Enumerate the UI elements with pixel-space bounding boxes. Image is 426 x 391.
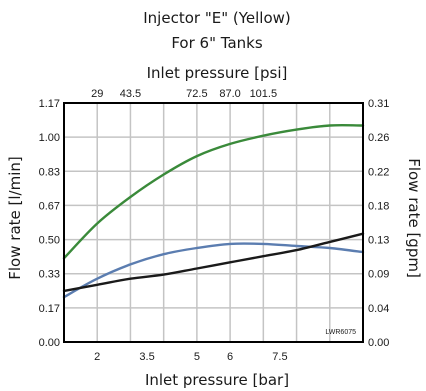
left-y-tick-label: 1.17 bbox=[39, 98, 60, 110]
right-y-tick-label: 0.13 bbox=[368, 235, 389, 247]
left-axis-title: Flow rate [l/min] bbox=[6, 156, 24, 279]
right-y-tick-label: 0.09 bbox=[368, 269, 389, 281]
top-x-tick-label: 72.5 bbox=[186, 88, 207, 100]
right-y-tick-label: 0.31 bbox=[368, 98, 389, 110]
left-y-axis: 0.00 0.17 0.33 0.50 0.67 0.83 1.00 1.17 bbox=[39, 98, 60, 349]
top-x-tick-label: 87.0 bbox=[219, 88, 240, 100]
x-tick-label: 7.5 bbox=[272, 351, 287, 363]
right-y-axis: 0.00 0.04 0.09 0.13 0.18 0.22 0.26 0.31 bbox=[368, 98, 389, 349]
left-y-tick-label: 1.00 bbox=[39, 132, 60, 144]
x-tick-label: 3.5 bbox=[139, 351, 154, 363]
left-y-tick-label: 0.67 bbox=[39, 200, 60, 212]
right-y-tick-label: 0.26 bbox=[368, 132, 389, 144]
right-y-tick-label: 0.18 bbox=[368, 200, 389, 212]
right-y-tick-label: 0.04 bbox=[368, 303, 389, 315]
chart-title-line2: For 6" Tanks bbox=[171, 34, 262, 52]
right-y-tick-label: 0.00 bbox=[368, 337, 389, 349]
plot-frame bbox=[63, 102, 364, 343]
grid bbox=[63, 102, 364, 343]
series-layer bbox=[62, 123, 365, 299]
left-y-tick-label: 0.83 bbox=[39, 166, 60, 178]
top-x-tick-label: 43.5 bbox=[120, 88, 141, 100]
series-line-black bbox=[62, 232, 365, 293]
left-y-tick-label: 0.17 bbox=[39, 303, 60, 315]
x-tick-label: 6 bbox=[227, 351, 233, 363]
top-x-axis: 29 43.5 72.5 87.0 101.5 bbox=[91, 88, 277, 100]
left-y-tick-label: 0.00 bbox=[39, 337, 60, 349]
bottom-x-axis: 2 3.5 5 6 7.5 bbox=[94, 351, 287, 363]
left-y-tick-label: 0.33 bbox=[39, 269, 60, 281]
x-tick-label: 2 bbox=[94, 351, 100, 363]
right-y-tick-label: 0.22 bbox=[368, 166, 389, 178]
left-y-tick-label: 0.50 bbox=[39, 235, 60, 247]
bottom-axis-title: Inlet pressure [bar] bbox=[145, 371, 289, 389]
chart-title-line1: Injector "E" (Yellow) bbox=[143, 9, 291, 27]
top-x-tick-label: 101.5 bbox=[250, 88, 278, 100]
top-x-tick-label: 29 bbox=[91, 88, 103, 100]
figure-code: LWR6075 bbox=[325, 329, 356, 336]
series-line-green bbox=[62, 123, 365, 260]
series-line-blue bbox=[62, 242, 365, 299]
x-tick-label: 5 bbox=[194, 351, 200, 363]
top-axis-title: Inlet pressure [psi] bbox=[147, 64, 288, 82]
right-axis-title: Flow rate [gpm] bbox=[405, 158, 423, 278]
